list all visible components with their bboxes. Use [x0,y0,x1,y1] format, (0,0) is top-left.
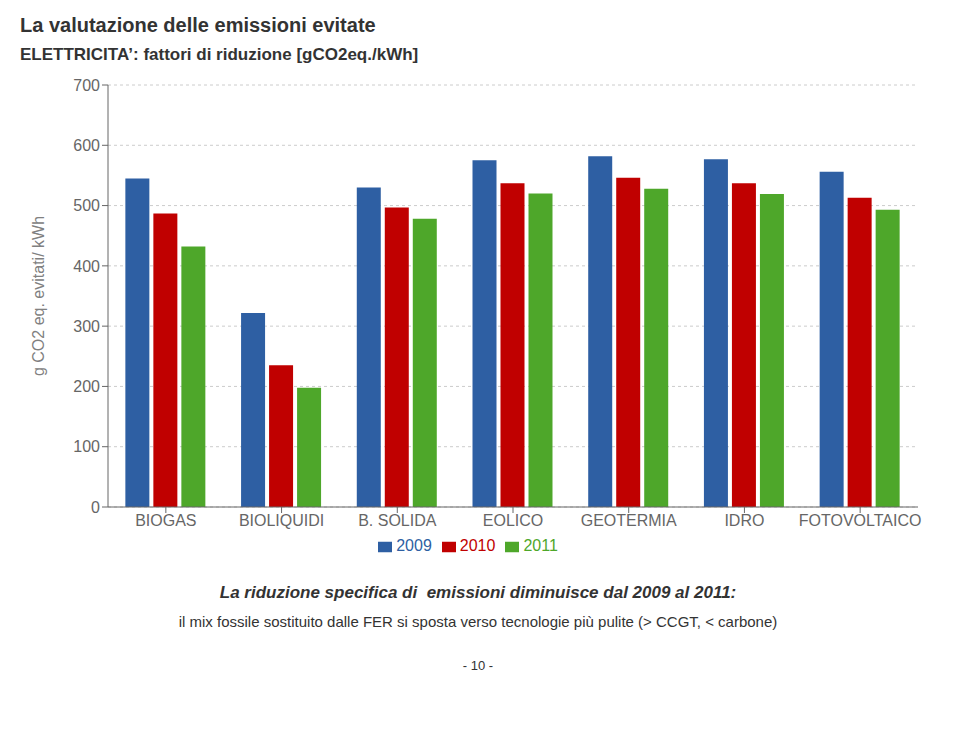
svg-text:g CO2 eq. evitati/ kWh: g CO2 eq. evitati/ kWh [30,216,47,376]
svg-text:GEOTERMIA: GEOTERMIA [581,512,677,529]
html-text:La riduzione specifica di emis: La riduzione specifica di emissioni dimi… [219,583,737,602]
html-text:- 10 -: - 10 - [462,658,494,673]
html-text:2009: 2009 [396,537,432,554]
html-text:ELETTRICITA’: fattori di riduz: ELETTRICITA’: fattori di riduzione [gCO2… [20,45,419,64]
html-text:2010: 2010 [459,537,496,554]
svg-text:BIOLIQUIDI: BIOLIQUIDI [239,512,324,529]
html-text:il mix fossile sostituito dall: il mix fossile sostituito dalle FER si s… [178,613,778,630]
html-text:2011: 2011 [523,537,558,554]
svg-text:B. SOLIDA: B. SOLIDA [358,512,437,529]
svg-text:400: 400 [73,258,100,275]
svg-text:600: 600 [73,137,100,154]
svg-text:FOTOVOLTAICO: FOTOVOLTAICO [799,512,922,529]
svg-text:0: 0 [91,499,100,516]
svg-text:BIOGAS: BIOGAS [135,512,196,529]
svg-text:200: 200 [73,378,100,395]
svg-text:300: 300 [73,318,100,335]
svg-text:100: 100 [73,438,100,455]
svg-text:500: 500 [73,197,100,214]
svg-text:700: 700 [73,77,100,94]
svg-text:IDRO: IDRO [724,512,764,529]
svg-text:EOLICO: EOLICO [483,512,543,529]
html-text:La valutazione delle emissioni: La valutazione delle emissioni evitate [20,14,376,36]
